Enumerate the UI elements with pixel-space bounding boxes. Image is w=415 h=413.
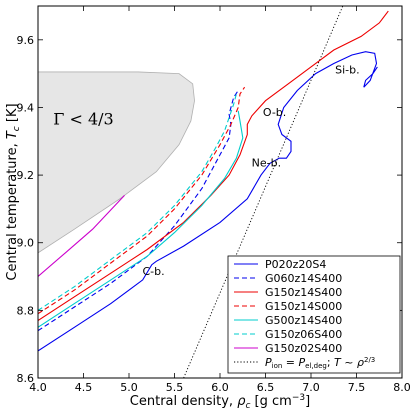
x-tick-label: 6.5	[257, 381, 275, 394]
x-tick-label: 5.0	[120, 381, 138, 394]
y-tick-label: 8.6	[17, 372, 35, 385]
x-tick-label: 5.5	[166, 381, 184, 394]
x-axis-label: Central density, ρc [g cm−3]	[130, 393, 310, 411]
legend-label: G150z14S000	[265, 300, 342, 313]
legend-label: G150z02S400	[265, 342, 342, 355]
x-tick-label: 4.5	[75, 381, 93, 394]
series-line-0	[38, 51, 378, 352]
legend-label: P020z20S4	[265, 258, 326, 271]
y-axis-label: Central temperature, Tc [K]	[5, 103, 22, 280]
x-tick-label: 7.5	[348, 381, 366, 394]
region-label: Γ < 4/3	[53, 109, 113, 128]
series-line-4	[38, 110, 244, 328]
legend: P020z20S4G060z14S400G150z14S400G150z14S0…	[227, 255, 401, 374]
legend-label: Pion = Pel,deg; T ~ ρ2/3	[265, 356, 375, 370]
legend-label: G150z14S400	[265, 286, 342, 299]
annotation-label: Si-b.	[335, 64, 360, 77]
y-tick-label: 9.0	[17, 237, 35, 250]
annotation-label: O-b.	[263, 106, 286, 119]
y-tick-label: 9.2	[17, 169, 35, 182]
x-tick-label: 7.0	[302, 381, 320, 394]
series-line-3	[38, 86, 246, 315]
x-tick-label: 8.0	[393, 381, 411, 394]
gamma-region	[38, 71, 195, 254]
series-line-5	[38, 93, 237, 311]
y-tick-label: 8.8	[17, 304, 35, 317]
y-tick-label: 9.4	[17, 101, 35, 114]
legend-label: G500z14S400	[265, 314, 342, 327]
legend-box	[227, 255, 401, 374]
series-line-6	[38, 195, 125, 277]
legend-label: G060z14S400	[265, 272, 342, 285]
series-line-2	[38, 10, 389, 321]
x-tick-label: 4.0	[29, 381, 47, 394]
annotation-label: Ne-b.	[252, 157, 281, 170]
series-line-7	[183, 6, 344, 378]
annotation-label: C-b.	[142, 265, 164, 278]
legend-label: G150z06S400	[265, 328, 342, 341]
x-tick-label: 6.0	[211, 381, 229, 394]
y-tick-label: 9.6	[17, 34, 35, 47]
